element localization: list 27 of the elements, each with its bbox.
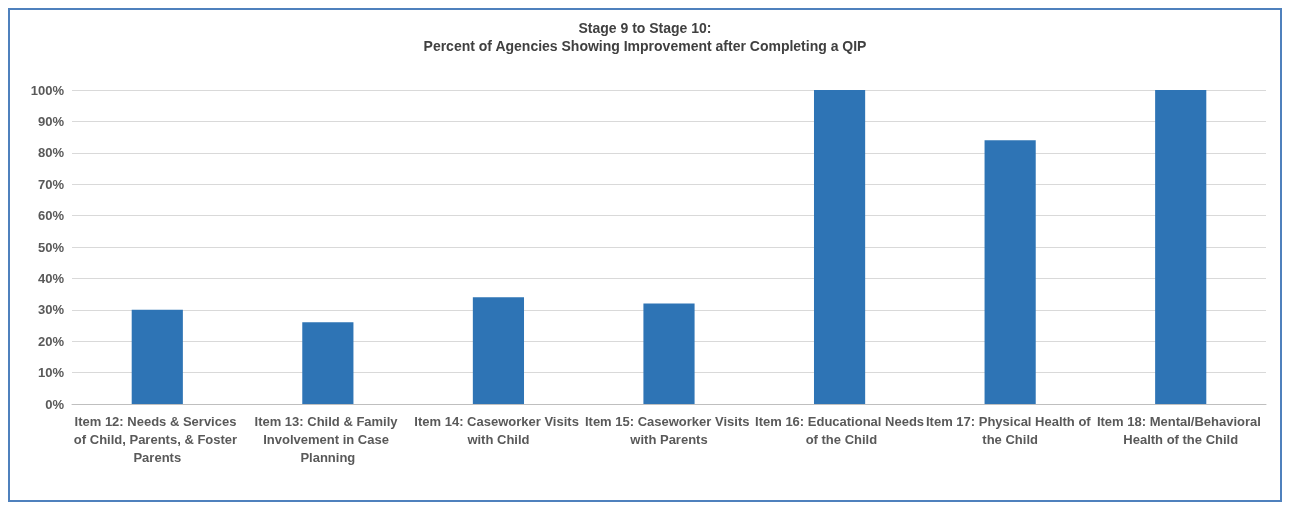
bar <box>302 322 354 404</box>
x-tick-label: Item 18: Mental/Behavioral Health of the Child <box>1096 413 1265 447</box>
x-tick-label: Item 17: Physical Health of the Child <box>925 413 1095 447</box>
bar <box>984 140 1036 404</box>
bar <box>131 309 183 404</box>
x-tick-label: Item 12: Needs & Services of Child, Parents, & Foster Parents <box>73 413 241 465</box>
y-tick-label: 50% <box>37 239 65 255</box>
bar <box>1155 90 1207 404</box>
x-tick-label: Item 16: Educational Needs of the Child <box>755 413 925 447</box>
y-tick-label: 40% <box>37 270 65 286</box>
bar <box>813 90 866 404</box>
y-tick-label: 60% <box>37 208 65 224</box>
y-tick-label: 10% <box>37 365 65 381</box>
chart-subtitle: Percent of Agencies Showing Improvement after Completing a QIP <box>423 38 867 54</box>
y-tick-label: 70% <box>37 176 65 192</box>
x-tick-label: Item 13: Child & Family Involvement in Case Planning <box>254 413 402 465</box>
y-tick-label: 20% <box>37 333 65 349</box>
x-tick-label: Item 15: Caseworker Visits with Parents <box>584 413 754 447</box>
chart-title: Stage 9 to Stage 10: <box>578 20 712 36</box>
y-tick-label: 30% <box>37 302 65 318</box>
y-tick-label: 100% <box>30 82 65 98</box>
bar <box>643 303 695 404</box>
x-tick-label: Item 14: Caseworker Visits with Child <box>414 413 583 447</box>
y-tick-label: 0% <box>45 396 65 412</box>
bar <box>472 297 525 404</box>
y-tick-label: 90% <box>37 113 65 129</box>
y-tick-label: 80% <box>37 145 65 161</box>
